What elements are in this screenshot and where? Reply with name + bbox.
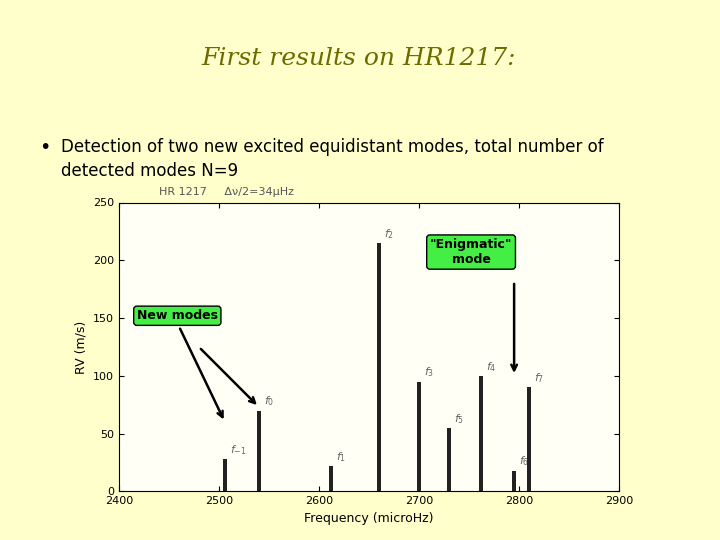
Text: Detection of two new excited equidistant modes, total number of: Detection of two new excited equidistant… [61, 138, 604, 156]
Text: New modes: New modes [137, 309, 218, 322]
Bar [257, 410, 261, 491]
Bar [447, 428, 451, 491]
Text: $f_5$: $f_5$ [454, 411, 464, 426]
Text: detected modes N=9: detected modes N=9 [61, 162, 238, 180]
Text: $f_2$: $f_2$ [384, 227, 394, 241]
Bar [417, 382, 421, 491]
X-axis label: Frequency (microHz): Frequency (microHz) [305, 512, 433, 525]
Text: $f_6$: $f_6$ [519, 455, 529, 468]
Bar [329, 466, 333, 491]
Text: $f_1$: $f_1$ [336, 450, 346, 464]
Bar [479, 376, 483, 491]
Text: First results on HR1217:: First results on HR1217: [201, 46, 516, 70]
Y-axis label: RV (m/s): RV (m/s) [74, 320, 87, 374]
Text: $f_3$: $f_3$ [424, 366, 434, 379]
Text: HR 1217     Δν/2=34μHz: HR 1217 Δν/2=34μHz [159, 187, 294, 197]
Text: $f_4$: $f_4$ [486, 360, 497, 374]
Text: $f_0$: $f_0$ [264, 394, 274, 408]
Text: "Enigmatic"
mode: "Enigmatic" mode [430, 238, 513, 266]
Text: $f_7$: $f_7$ [534, 372, 544, 385]
Bar [527, 387, 531, 491]
Text: $f_{-1}$: $f_{-1}$ [230, 443, 246, 457]
Bar [512, 470, 516, 491]
Text: •: • [40, 138, 51, 157]
Bar [377, 243, 381, 491]
Bar [223, 459, 227, 491]
